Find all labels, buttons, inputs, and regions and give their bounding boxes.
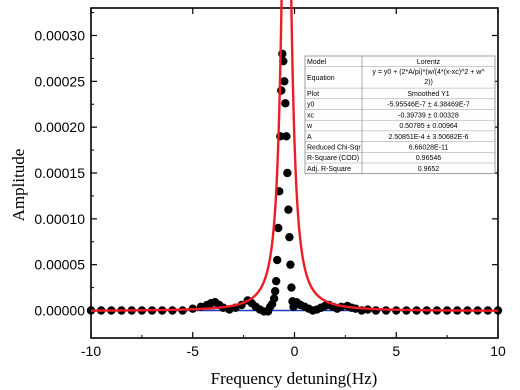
data-point (282, 132, 291, 141)
y-tick-label: 0.00005 (34, 257, 85, 273)
fit-table-label: y0 (307, 102, 315, 109)
fit-table-value: y = y0 + (2*A/pi)*(w/(4*(x-xc)^2 + w^ (372, 69, 485, 76)
x-tick-label: -5 (187, 343, 200, 359)
y-tick-label: 0.00010 (34, 211, 85, 227)
fit-table-value: 0.9652 (418, 166, 440, 173)
data-point (283, 168, 292, 178)
x-tick-label: 0 (291, 343, 299, 359)
fit-table-value: -5.95546E-7 ± 4.38469E-7 (387, 102, 470, 109)
y-tick-label: 0.00000 (34, 303, 85, 319)
data-point (274, 223, 283, 233)
y-axis-title: Amplitude (9, 149, 28, 222)
fit-table-label: Equation (307, 75, 335, 82)
fit-table-label: w (306, 123, 313, 130)
y-tick-label: 0.00020 (34, 119, 85, 135)
fit-table-label: xc (307, 112, 315, 119)
fit-table-value: 0.50785 ± 0.00964 (399, 123, 457, 130)
fit-table-label: Plot (307, 91, 319, 98)
fit-table-value: Smoothed Y1 (407, 91, 449, 98)
x-tick-label: -10 (81, 343, 101, 359)
data-point (270, 287, 280, 296)
fit-table-label: R-Square (COD) (307, 155, 359, 162)
data-point (287, 283, 296, 292)
fit-table-label: Adj. R-Square (307, 166, 351, 173)
data-point (277, 86, 286, 95)
data-point (273, 255, 282, 265)
data-point (285, 232, 294, 242)
fit-table (304, 55, 496, 175)
data-point (281, 99, 290, 108)
fit-table-value-cont: 2)) (424, 79, 433, 86)
y-tick-label: 0.00025 (34, 73, 85, 89)
data-point (284, 205, 293, 214)
data-point (371, 306, 381, 315)
fit-table-value: Lorentz (417, 59, 441, 66)
fit-table-value: 0.96546 (416, 155, 441, 162)
fit-table-value: 6.66028E-11 (409, 144, 449, 151)
y-tick-label: 0.00030 (34, 28, 85, 44)
lorentz-fit-line (91, 0, 498, 312)
y-tick-label: 0.00015 (34, 165, 85, 181)
fit-table-label: Reduced Chi-Sqr (307, 144, 361, 151)
fit-table-value: 2.50851E-4 ± 3.50682E-6 (388, 134, 468, 141)
fit-table-label: A (307, 134, 312, 141)
data-point (269, 294, 279, 303)
fit-table-label: Model (307, 59, 327, 66)
data-point (286, 260, 295, 269)
x-axis-title: Frequency detuning(Hz) (211, 369, 378, 388)
x-tick-label: 5 (392, 343, 400, 359)
x-tick-label: 10 (490, 343, 506, 359)
fit-table-value: -0.39739 ± 0.00328 (398, 112, 459, 119)
data-point (280, 77, 289, 86)
data-point (271, 276, 281, 286)
